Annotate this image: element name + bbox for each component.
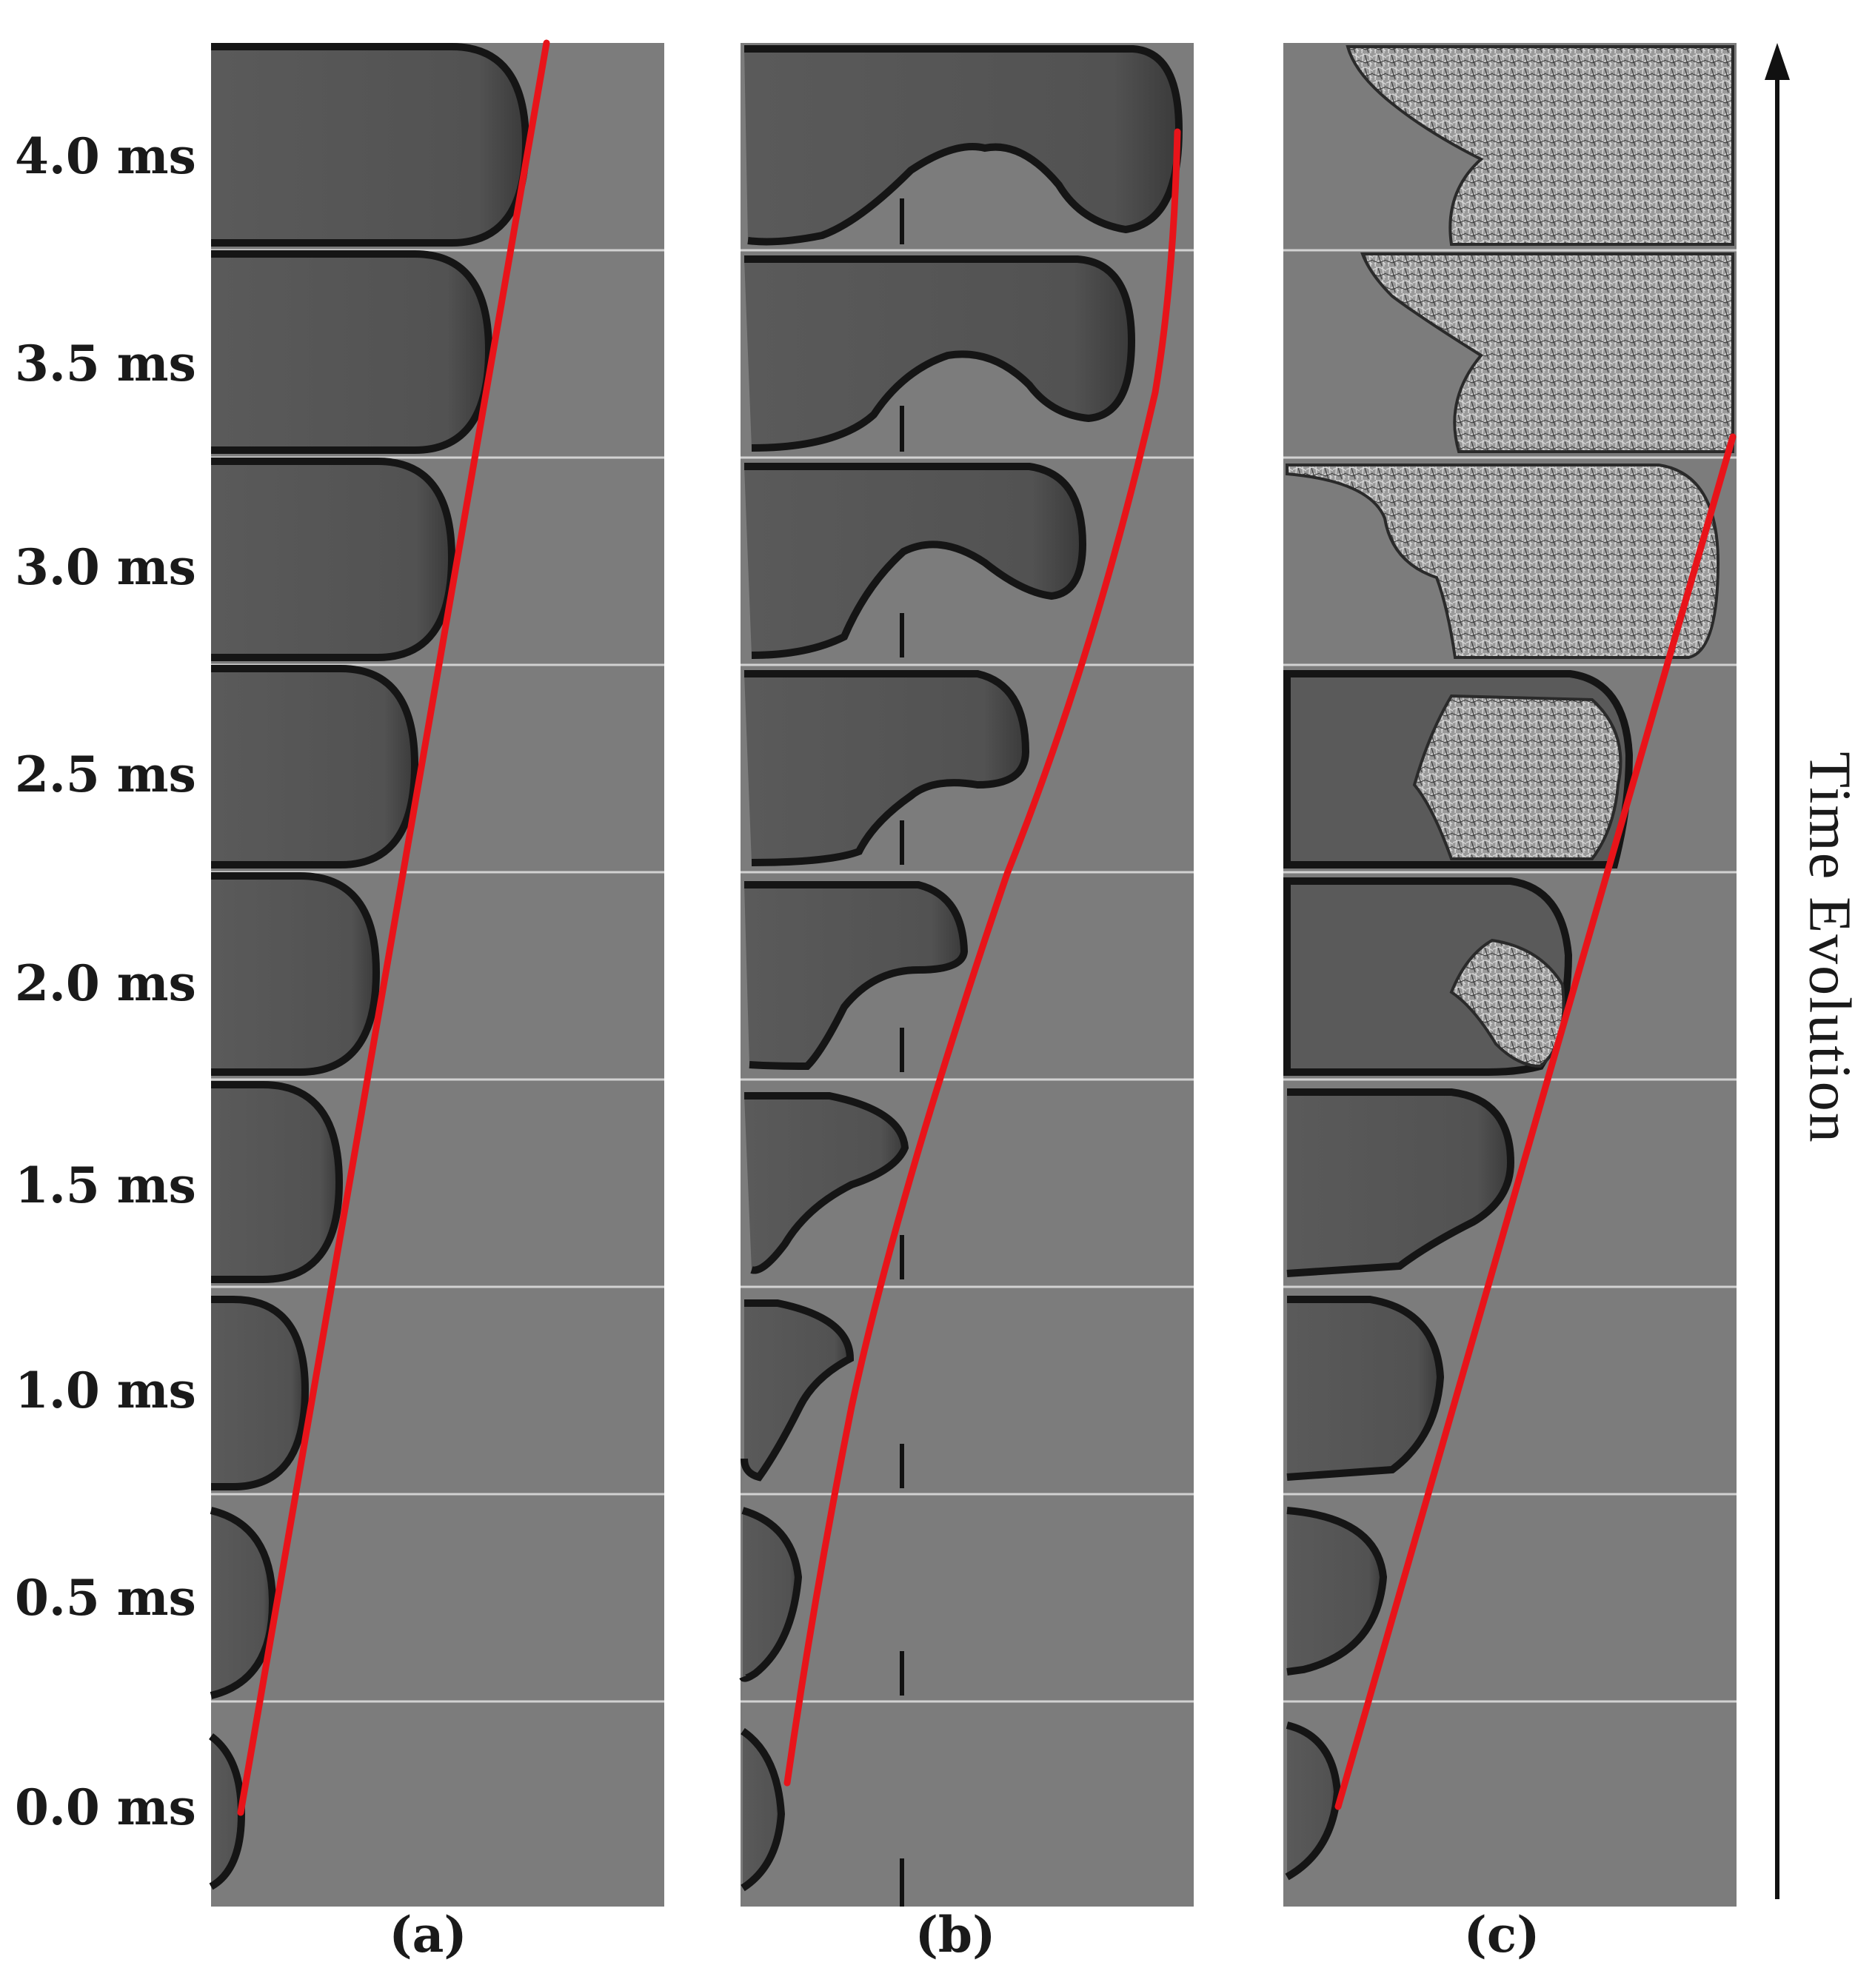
time-label-0-5: 0.5 ms [15, 1569, 196, 1627]
panel-caption-a: (a) [389, 1906, 467, 1964]
panel-c [1283, 43, 1737, 1907]
panel-b [739, 43, 1194, 1907]
time-label-2-0: 2.0 ms [15, 954, 196, 1012]
time-label-1-0: 1.0 ms [15, 1362, 196, 1419]
time-label-1-5: 1.5 ms [15, 1157, 196, 1214]
time-label-2-5: 2.5 ms [15, 746, 196, 803]
time-label-4-0: 4.0 ms [15, 127, 196, 185]
panel-caption-c: (c) [1463, 1906, 1540, 1964]
time-label-3-0: 3.0 ms [15, 538, 196, 596]
time-label-3-5: 3.5 ms [15, 335, 196, 392]
time-evolution-label: Time Evolution [1797, 752, 1862, 1144]
time-evolution-arrow [1765, 43, 1790, 1899]
trajectory-line-c [1334, 433, 1737, 1810]
trajectory-line-b [783, 128, 1181, 1787]
trajectory-line-a [237, 39, 550, 1816]
time-label-0-0: 0.0 ms [15, 1778, 196, 1836]
panel-caption-b: (b) [915, 1906, 996, 1964]
panel-a [208, 39, 664, 1907]
